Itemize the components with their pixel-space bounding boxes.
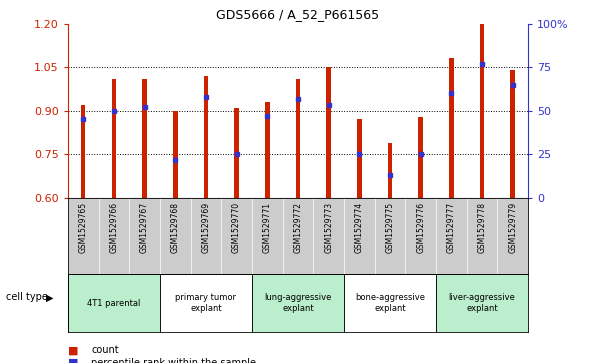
Text: ■: ■ [68,345,78,355]
Title: GDS5666 / A_52_P661565: GDS5666 / A_52_P661565 [217,8,379,21]
Text: GSM1529774: GSM1529774 [355,202,364,253]
Bar [204,76,208,198]
Bar [418,117,423,198]
Text: GSM1529778: GSM1529778 [477,202,487,253]
Text: GSM1529766: GSM1529766 [109,202,119,253]
Text: GSM1529768: GSM1529768 [171,202,180,253]
Bar [173,111,178,198]
Bar [234,109,239,198]
Text: bone-aggressive
explant: bone-aggressive explant [355,293,425,313]
Text: ▶: ▶ [47,292,54,302]
Text: GSM1529775: GSM1529775 [385,202,395,253]
Text: count: count [91,345,119,355]
Text: GSM1529777: GSM1529777 [447,202,456,253]
Bar [480,24,484,198]
Bar [68,274,160,332]
Bar [344,274,436,332]
Text: cell type: cell type [6,292,48,302]
Text: percentile rank within the sample: percentile rank within the sample [91,358,257,363]
Bar [449,58,454,198]
Text: GSM1529776: GSM1529776 [416,202,425,253]
Bar [296,79,300,198]
Bar [142,79,147,198]
Text: GSM1529767: GSM1529767 [140,202,149,253]
Text: GSM1529765: GSM1529765 [78,202,88,253]
Bar [265,102,270,198]
Text: GSM1529779: GSM1529779 [508,202,517,253]
Text: GSM1529773: GSM1529773 [324,202,333,253]
Bar [81,105,86,198]
Bar [510,70,515,198]
Bar [160,274,252,332]
Text: 4T1 parental: 4T1 parental [87,299,140,307]
Bar [112,79,116,198]
Text: primary tumor
explant: primary tumor explant [175,293,237,313]
Bar [436,274,528,332]
Text: GSM1529770: GSM1529770 [232,202,241,253]
Text: ■: ■ [68,358,78,363]
Bar [388,143,392,198]
Text: liver-aggressive
explant: liver-aggressive explant [448,293,516,313]
Text: GSM1529769: GSM1529769 [201,202,211,253]
Text: GSM1529772: GSM1529772 [293,202,303,253]
Text: lung-aggressive
explant: lung-aggressive explant [264,293,332,313]
Bar [252,274,344,332]
Bar [326,67,331,198]
Bar [357,119,362,198]
Text: GSM1529771: GSM1529771 [263,202,272,253]
